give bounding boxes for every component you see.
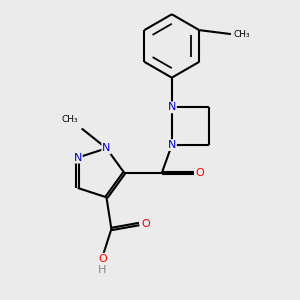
- Text: H: H: [98, 265, 107, 275]
- Text: O: O: [142, 219, 150, 229]
- Text: CH₃: CH₃: [61, 115, 78, 124]
- Text: CH₃: CH₃: [234, 30, 250, 39]
- Text: N: N: [168, 140, 176, 150]
- Text: N: N: [168, 102, 176, 112]
- Text: O: O: [195, 168, 204, 178]
- Text: O: O: [98, 254, 107, 264]
- Text: N: N: [74, 153, 82, 163]
- Text: N: N: [102, 143, 111, 153]
